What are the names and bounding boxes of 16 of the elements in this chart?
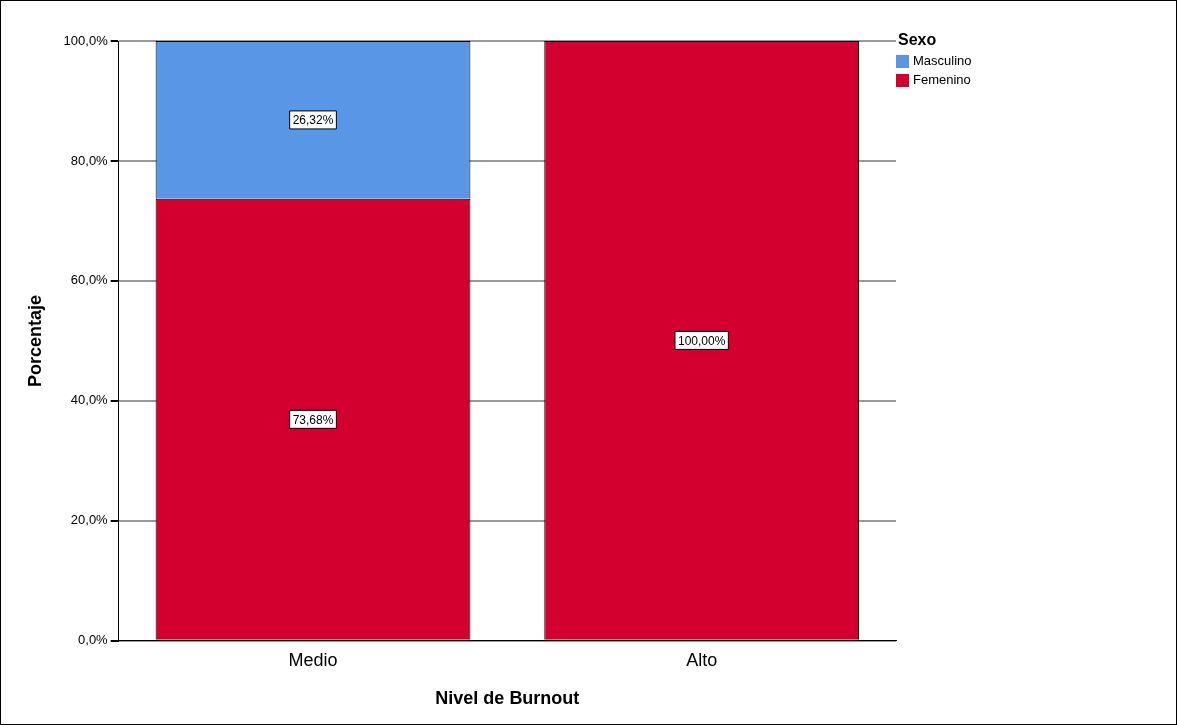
y-tick-label: 0,0% [78, 632, 109, 648]
legend-label: Masculino [913, 53, 972, 69]
data-label: 26,32% [292, 113, 334, 128]
legend-label: Femenino [913, 72, 971, 88]
y-axis-title: Porcentaje [24, 294, 45, 387]
data-label: 100,00% [677, 333, 726, 348]
x-tick-label: Alto [686, 649, 718, 670]
data-label: 73,68% [292, 412, 334, 427]
x-tick-label: Medio [288, 649, 338, 670]
y-tick-label: 60,0% [70, 272, 109, 288]
y-tick-label: 40,0% [70, 392, 109, 408]
y-tick-label: 20,0% [70, 512, 109, 528]
y-tick-label: 80,0% [70, 152, 109, 168]
x-axis-title: Nivel de Burnout [435, 688, 580, 709]
y-tick-label: 100,0% [63, 32, 109, 48]
legend-title: Sexo [898, 31, 938, 49]
